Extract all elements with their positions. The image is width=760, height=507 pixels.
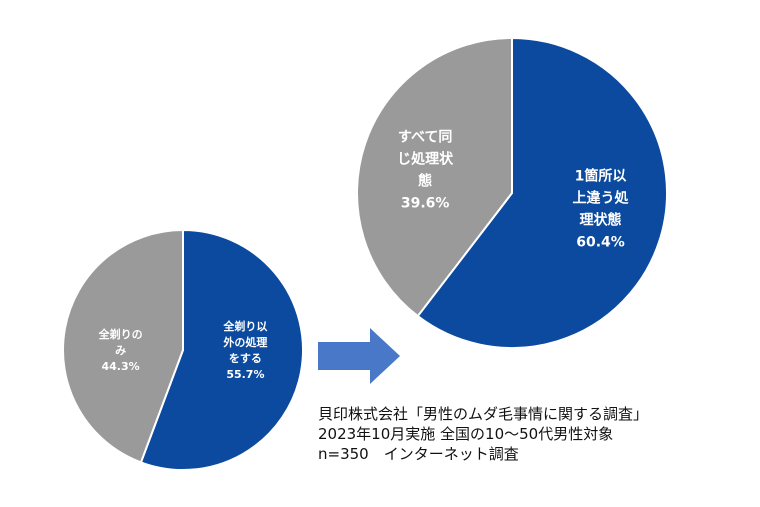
pie-0-slice-0 (139, 228, 304, 471)
pie-0-slice-1-label: 全剃りのみ 44.3% (98, 327, 143, 373)
note-line-3: n=350 インターネット調査 (318, 445, 519, 463)
pie-0-slice-1 (62, 228, 184, 464)
pie-1-slice-1-value: 39.6% (401, 196, 450, 212)
survey-note: 貝印株式会社「男性のムダ毛事情に関する調査」 2023年10月実施 全国の10～… (318, 404, 648, 464)
note-line-2: 2023年10月実施 全国の10～50代男性対象 (318, 425, 614, 443)
right-arrow-icon (318, 328, 400, 384)
pie-1-slice-0-label-line: 上違う処 (573, 190, 630, 207)
pie-1-slice-1-label: すべて同じ処理状態 39.6% (397, 130, 454, 212)
pie-1-slice-0-label: 1箇所以上違う処理状態 60.4% (573, 168, 630, 251)
pie-0-slice-0-label: 全剃り以外の処理をする 55.7% (222, 319, 267, 381)
pie-1-slice-0-label-line: 1箇所以 (575, 168, 627, 185)
pie-chart-large: 1箇所以上違う処理状態 60.4% すべて同じ処理状態 39.6% (356, 36, 668, 349)
pie-0-slice-1-value: 44.3% (102, 360, 140, 373)
pie-1-slice-0-label-line: 理状態 (580, 212, 622, 229)
pie-0-slice-1-label-line: み (115, 344, 126, 357)
pie-0-slice-0-label-line: 外の処理 (222, 335, 267, 349)
pie-1-slice-0-value: 60.4% (576, 235, 625, 251)
pie-0-slice-1-label-line: 全剃りの (98, 327, 143, 341)
pie-1-slice-1-label-line: すべて同 (398, 130, 452, 146)
pie-0-slice-0-value: 55.7% (226, 368, 264, 381)
pie-1-slice-0 (416, 36, 668, 349)
pie-0-slice-0-label-line: 全剃り以 (222, 319, 267, 333)
pie-1-slice-1 (356, 36, 513, 318)
pie-1-slice-1-label-line: じ処理状 (397, 151, 454, 168)
pie-1-slice-1-label-line: 態 (418, 173, 432, 190)
pie-chart-small: 全剃り以外の処理をする 55.7% 全剃りのみ 44.3% (62, 228, 304, 471)
pie-0-slice-0-label-line: をする (229, 352, 262, 365)
note-line-1: 貝印株式会社「男性のムダ毛事情に関する調査」 (318, 405, 649, 423)
